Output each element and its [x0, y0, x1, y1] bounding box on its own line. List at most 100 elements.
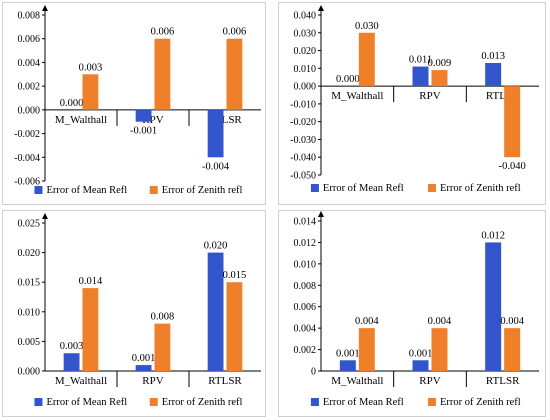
chart-svg-bottom-right: 0.014 0.012 0.010 0.008 0.006 0.004 0.002 0 M_Wa… — [294, 211, 539, 408]
legend-label: Error of Zenith refl — [162, 185, 243, 196]
bar-zenith-refl — [154, 38, 171, 110]
y-tick-label: -0.020 — [290, 117, 316, 128]
y-axis-arrow — [42, 213, 48, 219]
bar-mean-refl — [339, 360, 356, 371]
y-tick-label: -0.030 — [290, 135, 316, 146]
data-label: 0.030 — [355, 21, 379, 32]
bar-mean-refl — [485, 242, 502, 371]
bar-mean-refl — [207, 109, 224, 158]
bar-zenith-refl — [154, 323, 171, 371]
y-tick-label: -0.004 — [14, 153, 40, 164]
data-label: 0.008 — [151, 312, 175, 323]
data-label: 0.006 — [151, 27, 175, 38]
bar-mean-refl — [207, 252, 224, 371]
bar-zenith-refl — [358, 328, 375, 371]
data-label: 0.020 — [204, 241, 228, 252]
data-label: 0.015 — [223, 270, 247, 281]
chart-panel-bottom-right: 0.014 0.012 0.010 0.008 0.006 0.004 0.002 0 M_Wa… — [278, 210, 546, 417]
y-tick-label: 0.008 — [18, 11, 41, 22]
legend-swatch — [149, 398, 158, 406]
data-label: 0.003 — [60, 341, 84, 352]
chart-panel-top-left: 0.008 0.006 0.004 0.002 0.000 -0.002 -0.004 -0.… — [2, 2, 266, 205]
category-label: M_Walthall — [331, 90, 383, 102]
chart-svg-top-right: 0.040 0.030 0.020 0.010 0.000 -0.010 -0.020 -0.… — [290, 5, 539, 194]
y-tick-label: 0.004 — [18, 58, 41, 69]
data-label: 0.001 — [132, 353, 156, 364]
legend-label: Error of Zenith refl — [440, 397, 521, 408]
y-tick-label: 0.020 — [18, 248, 41, 259]
y-tick-label: 0.014 — [294, 217, 317, 228]
bar-mean-refl — [63, 353, 80, 371]
data-label: 0.001 — [336, 348, 360, 359]
legend-label: Error of Zenith refl — [440, 183, 521, 194]
bar-mean-refl — [135, 109, 152, 122]
legend-label: Error of Mean Refl — [46, 397, 127, 408]
chart-svg-bottom-left: 0.025 0.020 0.015 0.010 0.005 0.000 M_Walthall… — [18, 213, 261, 408]
y-tick-label: -0.002 — [14, 129, 40, 140]
legend-swatch — [34, 186, 43, 194]
legend-swatch — [34, 398, 43, 406]
data-label: 0.004 — [355, 316, 379, 327]
bar-zenith-refl — [431, 70, 448, 87]
bar-mean-refl — [412, 66, 429, 87]
y-tick-label: 0.002 — [294, 345, 317, 356]
y-tick-label: 0.015 — [18, 278, 41, 289]
category-label: M_Walthall — [331, 375, 383, 387]
y-tick-label: 0.006 — [294, 302, 317, 313]
y-axis-arrow — [42, 5, 48, 11]
legend-swatch — [310, 398, 319, 406]
y-tick-label: 0.000 — [18, 105, 41, 116]
y-tick-label: 0.030 — [294, 28, 317, 39]
y-tick-label: 0.002 — [18, 82, 41, 93]
data-label: 0.001 — [409, 348, 433, 359]
y-tick-label: 0.010 — [294, 259, 317, 270]
bar-mean-refl — [135, 365, 152, 371]
y-tick-label: 0.010 — [18, 307, 41, 318]
category-label: RPV — [142, 375, 163, 387]
data-label: 0.004 — [500, 316, 524, 327]
bar-zenith-refl — [82, 74, 99, 110]
bar-zenith-refl — [504, 86, 521, 158]
bar-mean-refl — [412, 360, 429, 371]
data-label: 0.003 — [79, 62, 103, 73]
data-label: -0.040 — [499, 161, 526, 172]
bar-zenith-refl — [504, 328, 521, 371]
data-label: 0.000 — [336, 74, 360, 85]
y-tick-label: 0.010 — [294, 64, 317, 75]
y-tick-label: -0.006 — [14, 177, 40, 188]
bar-zenith-refl — [226, 38, 243, 110]
y-tick-label: 0.012 — [294, 238, 317, 249]
category-label: M_Walthall — [55, 114, 107, 126]
y-tick-label: 0.000 — [294, 82, 317, 93]
category-label: M_Walthall — [55, 375, 107, 387]
chart-panel-top-right: 0.040 0.030 0.020 0.010 0.000 -0.010 -0.020 -0.… — [278, 2, 546, 205]
y-axis-arrow — [318, 211, 324, 217]
bar-zenith-refl — [431, 328, 448, 371]
y-tick-label: 0.004 — [294, 324, 317, 335]
data-label: 0.004 — [428, 316, 452, 327]
legend-swatch — [149, 186, 158, 194]
category-label: RTLSR — [208, 375, 242, 387]
data-label: 0.013 — [481, 51, 505, 62]
data-label: 0.000 — [60, 98, 84, 109]
bar-zenith-refl — [82, 288, 99, 371]
category-label: RPV — [419, 375, 440, 387]
y-tick-label: 0.020 — [294, 46, 317, 57]
y-tick-label: 0.006 — [18, 34, 41, 45]
data-label: 0.014 — [79, 276, 103, 287]
y-tick-label: 0 — [311, 367, 316, 378]
legend-label: Error of Mean Refl — [46, 185, 127, 196]
legend-label: Error of Mean Refl — [323, 397, 404, 408]
bar-zenith-refl — [226, 282, 243, 371]
chart-panel-bottom-left: 0.025 0.020 0.015 0.010 0.005 0.000 M_Walthall… — [2, 210, 266, 417]
data-label: -0.001 — [130, 126, 157, 137]
chart-svg-top-left: 0.008 0.006 0.004 0.002 0.000 -0.002 -0.004 -0.… — [14, 5, 261, 196]
legend-swatch — [427, 398, 436, 406]
bar-mean-refl — [485, 63, 502, 87]
y-tick-label: -0.050 — [290, 171, 316, 182]
y-tick-label: 0.025 — [18, 219, 41, 230]
y-tick-label: 0.005 — [18, 337, 41, 348]
category-label: RTLSR — [486, 375, 520, 387]
bar-zenith-refl — [358, 32, 375, 87]
legend-label: Error of Mean Refl — [323, 183, 404, 194]
